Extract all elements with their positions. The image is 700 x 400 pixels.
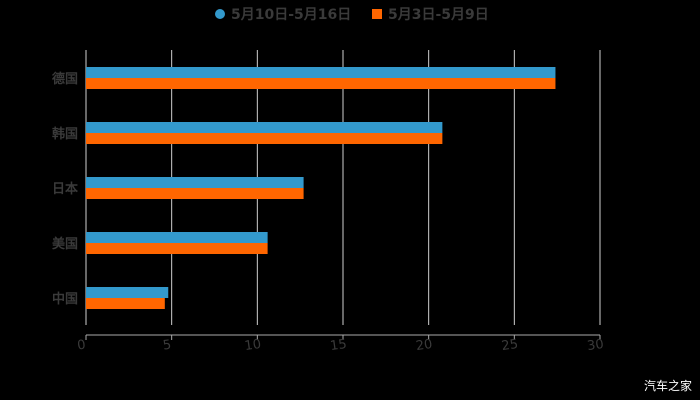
bar-series-1[interactable] <box>86 177 304 188</box>
legend-item-series-1[interactable]: 5月10日-5月16日 <box>215 4 351 24</box>
legend-label: 5月3日-5月9日 <box>388 7 489 23</box>
y-category-label: 日本 <box>52 181 78 197</box>
x-tick-label: 15 <box>329 337 347 354</box>
x-tick-label: 10 <box>244 337 262 354</box>
watermark: 汽车之家 <box>643 379 692 393</box>
legend-square-icon <box>372 9 382 19</box>
y-category-label: 德国 <box>52 71 78 87</box>
x-tick-label: 0 <box>76 338 86 354</box>
chart-legend: 5月10日-5月16日 5月3日-5月9日 <box>0 4 700 24</box>
y-category-label: 中国 <box>52 291 78 307</box>
bar-series-2[interactable] <box>86 78 556 89</box>
bar-series-1[interactable] <box>86 287 169 298</box>
bar-series-2[interactable] <box>86 298 165 309</box>
legend-label: 5月10日-5月16日 <box>231 7 352 23</box>
bar-series-2[interactable] <box>86 243 268 254</box>
bar-series-1[interactable] <box>86 232 268 243</box>
legend-item-series-2[interactable]: 5月3日-5月9日 <box>372 4 489 24</box>
x-tick-label: 20 <box>415 337 433 354</box>
x-tick-label: 25 <box>501 337 519 354</box>
bar-series-1[interactable] <box>86 67 556 78</box>
bar-series-2[interactable] <box>86 133 443 144</box>
x-tick-label: 5 <box>162 338 172 354</box>
y-category-label: 美国 <box>52 236 78 252</box>
bar-series-2[interactable] <box>86 188 304 199</box>
legend-circle-icon <box>215 9 225 19</box>
x-tick-label: 30 <box>586 337 604 354</box>
y-category-label: 韩国 <box>52 126 78 142</box>
bar-series-1[interactable] <box>86 122 443 133</box>
